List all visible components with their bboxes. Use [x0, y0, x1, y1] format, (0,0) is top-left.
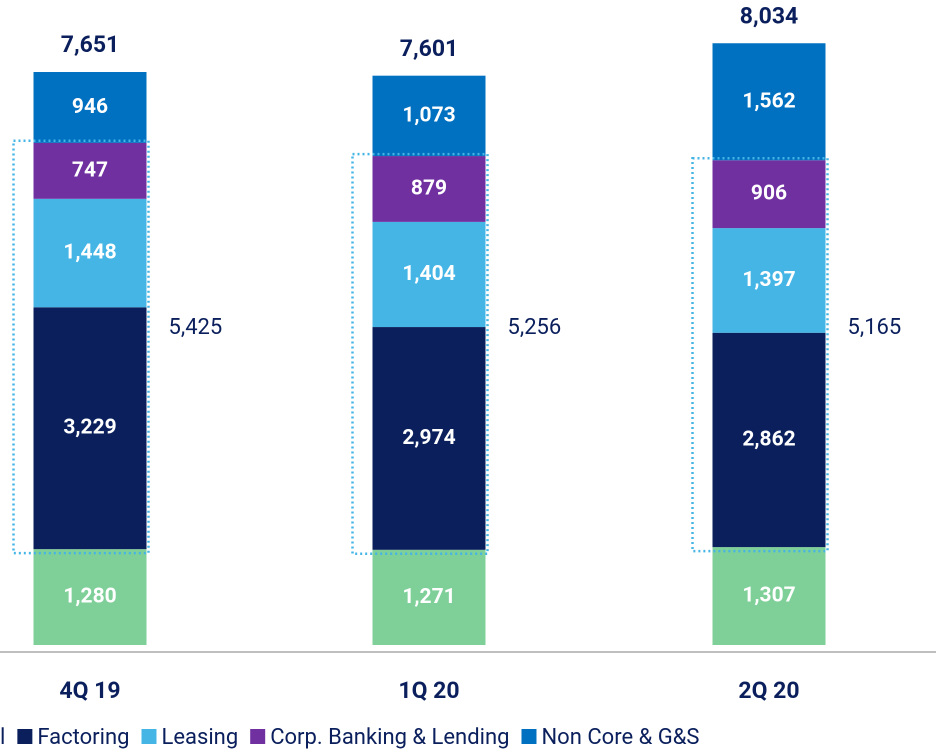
segment-label: 1,397: [742, 268, 795, 292]
bar-segment: [372, 327, 486, 550]
legend-label: Non Core & G&S: [541, 725, 699, 750]
segment-label: 879: [411, 177, 447, 201]
bar-segment: [372, 549, 486, 645]
segment-label: 2,862: [742, 427, 795, 451]
subtotal-label: 5,165: [848, 315, 902, 340]
bar-segment: [33, 307, 147, 550]
subtotal-box: [12, 139, 150, 555]
segment-label: 1,280: [63, 585, 116, 609]
bar-segment: [712, 43, 826, 161]
subtotal-label: 5,256: [508, 315, 562, 340]
bar-segment: [33, 142, 147, 199]
segment-label: 906: [751, 182, 787, 206]
bar-segment: [372, 156, 486, 222]
total-label: 7,651: [61, 31, 119, 58]
legend-swatch: [250, 729, 266, 744]
segment-label: 2,974: [402, 426, 455, 450]
legend-label: Leasing: [161, 725, 238, 750]
x-tick-label: 4Q 19: [59, 677, 120, 704]
segment-label: 1,307: [742, 584, 795, 608]
legend-swatch: [17, 729, 33, 744]
segment-label: 3,229: [63, 416, 116, 440]
bar-segment: [33, 198, 147, 308]
x-tick-label: 2Q 20: [738, 677, 799, 704]
bar-segment: [712, 160, 826, 229]
x-tick-label: 1Q 20: [398, 677, 459, 704]
segment-label: 1,073: [402, 103, 455, 127]
segment-label: 1,562: [742, 89, 795, 113]
segment-label: 946: [72, 95, 108, 119]
bar-segment: [372, 221, 486, 328]
subtotal-label: 5,425: [169, 315, 223, 340]
bar-segment: [33, 72, 147, 143]
total-label: 7,601: [400, 35, 458, 62]
bar-segment: [372, 75, 486, 157]
segment-label: 747: [72, 158, 108, 182]
bar-segment: [712, 228, 826, 333]
segment-label: 1,271: [402, 585, 455, 609]
segment-label: 1,448: [63, 241, 116, 265]
legend-label: l: [0, 725, 5, 750]
bar-segment: [712, 332, 826, 548]
legend-swatch: [141, 729, 157, 744]
legend-label: Factoring: [37, 725, 129, 750]
legend-label: Corp. Banking & Lending: [270, 725, 509, 750]
total-label: 8,034: [740, 2, 798, 29]
subtotal-box: [691, 156, 829, 553]
bar-segment: [712, 547, 826, 645]
segment-label: 1,404: [402, 262, 455, 286]
bar-segment: [33, 549, 147, 645]
legend-swatch: [521, 729, 537, 744]
